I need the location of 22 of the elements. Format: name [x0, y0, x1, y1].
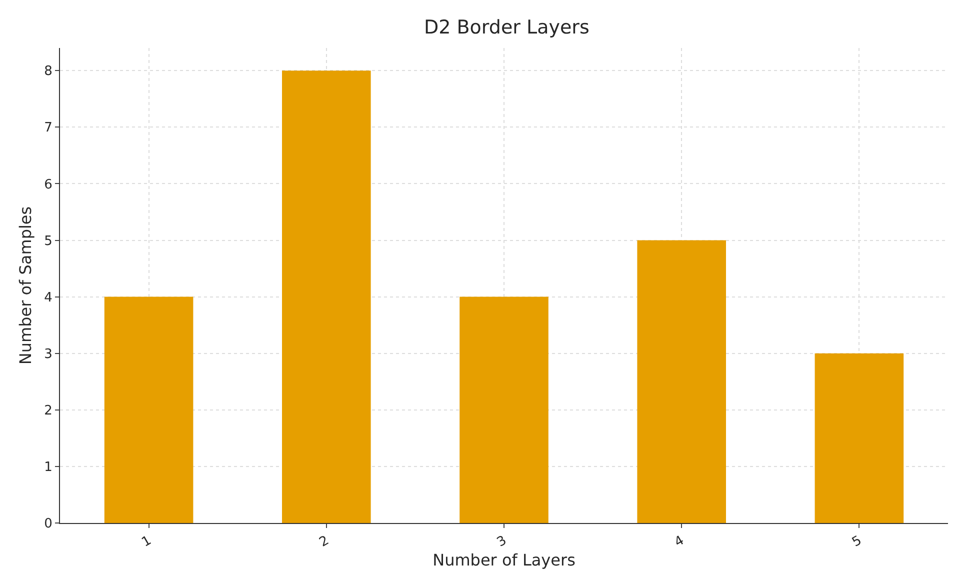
x-tick-label: 1 [139, 533, 154, 550]
bar [282, 70, 371, 523]
bar [637, 240, 726, 523]
x-tick-label: 5 [850, 533, 864, 550]
x-tick-label: 3 [494, 533, 510, 550]
y-tick-label: 3 [44, 346, 52, 362]
chart-title: D2 Border Layers [424, 16, 590, 39]
y-tick-label: 7 [44, 120, 52, 136]
y-tick-label: 0 [44, 516, 52, 532]
y-tick-label: 8 [44, 64, 52, 80]
bar [814, 353, 904, 523]
y-tick-label: 2 [44, 403, 52, 418]
x-tick-label: 4 [672, 533, 687, 550]
y-tick-label: 4 [44, 290, 52, 306]
y-tick-label: 1 [44, 460, 52, 475]
y-axis-title: Number of Samples [16, 206, 36, 365]
bar [460, 296, 548, 523]
y-tick-label: 5 [44, 234, 52, 249]
y-tick-label: 6 [44, 177, 52, 192]
x-axis-title: Number of Layers [432, 550, 576, 570]
x-tick-label: 2 [316, 533, 332, 550]
bar [104, 296, 194, 523]
